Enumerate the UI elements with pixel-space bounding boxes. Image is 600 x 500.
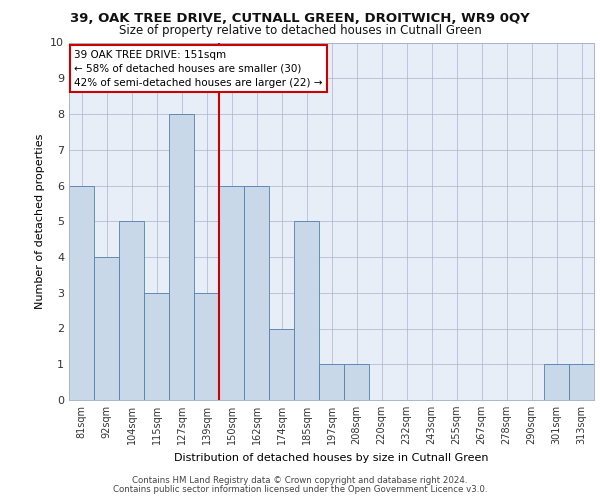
Text: Size of property relative to detached houses in Cutnall Green: Size of property relative to detached ho… <box>119 24 481 37</box>
Bar <box>344 364 369 400</box>
Bar <box>94 257 119 400</box>
Bar <box>269 328 294 400</box>
Bar <box>169 114 194 400</box>
Bar <box>319 364 344 400</box>
Bar <box>294 221 319 400</box>
Bar <box>219 186 244 400</box>
Bar <box>544 364 569 400</box>
Y-axis label: Number of detached properties: Number of detached properties <box>35 134 44 309</box>
Bar <box>144 292 169 400</box>
Bar <box>194 292 219 400</box>
Text: 39, OAK TREE DRIVE, CUTNALL GREEN, DROITWICH, WR9 0QY: 39, OAK TREE DRIVE, CUTNALL GREEN, DROIT… <box>70 12 530 26</box>
Text: Contains public sector information licensed under the Open Government Licence v3: Contains public sector information licen… <box>113 484 487 494</box>
Text: 39 OAK TREE DRIVE: 151sqm
← 58% of detached houses are smaller (30)
42% of semi-: 39 OAK TREE DRIVE: 151sqm ← 58% of detac… <box>74 50 323 88</box>
Text: Contains HM Land Registry data © Crown copyright and database right 2024.: Contains HM Land Registry data © Crown c… <box>132 476 468 485</box>
Bar <box>244 186 269 400</box>
Bar <box>69 186 94 400</box>
Bar <box>119 221 144 400</box>
X-axis label: Distribution of detached houses by size in Cutnall Green: Distribution of detached houses by size … <box>174 452 489 462</box>
Bar <box>569 364 594 400</box>
